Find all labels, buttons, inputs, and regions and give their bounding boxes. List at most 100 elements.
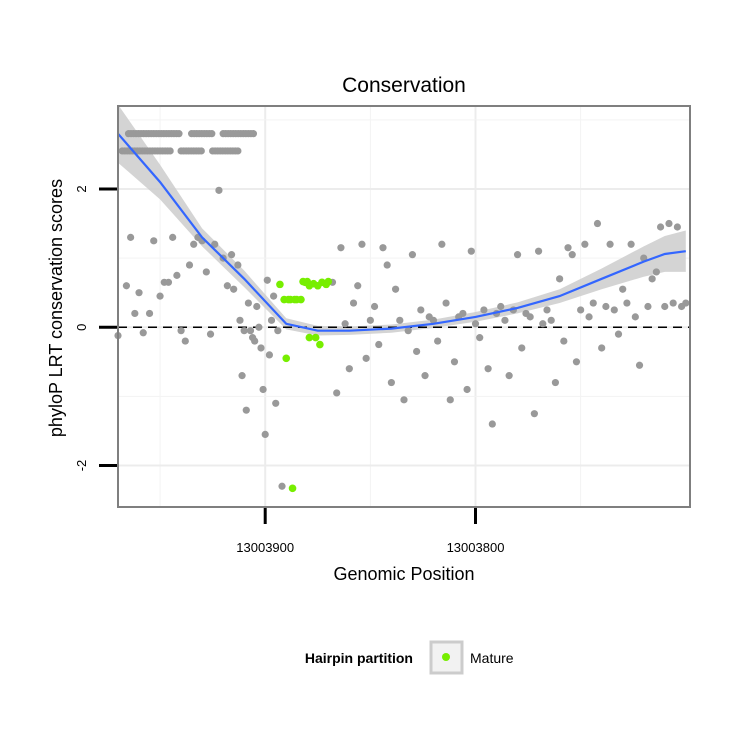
data-point-other <box>358 240 366 248</box>
legend-title: Hairpin partition <box>305 650 413 666</box>
data-point-other <box>417 306 425 314</box>
data-point-other <box>391 285 400 293</box>
data-point-other <box>236 316 244 324</box>
x-tick-label: 13003900 <box>236 540 294 555</box>
data-point-other <box>648 275 656 283</box>
data-point-other <box>379 244 387 252</box>
smooth-curve <box>117 132 686 332</box>
data-point-other <box>413 347 421 356</box>
data-point-other <box>255 323 263 331</box>
points-mature <box>276 277 333 493</box>
y-axis-ticks: -2 0 2 <box>74 185 117 471</box>
data-point-other <box>257 344 265 352</box>
data-point-other <box>513 251 522 259</box>
data-point-other <box>631 313 639 321</box>
data-point-other <box>135 289 143 297</box>
x-axis-title: Genomic Position <box>333 564 474 584</box>
data-point-other <box>341 320 349 328</box>
points-other <box>114 130 690 490</box>
data-point-other <box>471 320 480 328</box>
smooth-line <box>117 132 686 332</box>
data-point-other <box>652 268 660 276</box>
data-point-other <box>246 327 255 335</box>
data-point-other <box>249 130 258 138</box>
data-point-other <box>272 399 280 407</box>
data-point-other <box>539 320 547 328</box>
data-point-other <box>438 240 446 248</box>
data-point-other <box>669 299 677 307</box>
data-point-other <box>505 372 513 380</box>
chart-title: Conservation <box>342 74 466 97</box>
data-point-other <box>197 147 205 155</box>
data-point-other <box>497 302 505 311</box>
data-point-other <box>215 186 223 194</box>
data-point-other <box>175 130 183 138</box>
data-point-other <box>173 271 181 279</box>
data-point-other <box>240 327 248 335</box>
data-point-other <box>234 147 242 155</box>
data-point-other <box>349 299 358 307</box>
data-point-other <box>366 316 374 324</box>
data-point-other <box>278 482 286 490</box>
data-point-mature <box>288 484 297 493</box>
data-point-other <box>274 327 282 335</box>
data-point-other <box>623 299 631 307</box>
data-point-other <box>267 316 276 324</box>
data-point-other <box>665 219 673 228</box>
data-point-other <box>238 372 246 380</box>
data-point-other <box>581 240 589 248</box>
data-point-other <box>131 309 139 318</box>
data-point-other <box>185 261 194 269</box>
data-point-other <box>656 223 665 231</box>
data-point-other <box>164 278 173 286</box>
data-point-other <box>480 306 488 314</box>
data-point-other <box>614 330 623 338</box>
data-point-other <box>593 219 602 228</box>
data-point-other <box>383 261 391 269</box>
legend: Hairpin partition Mature <box>305 640 514 675</box>
data-point-other <box>619 285 627 293</box>
data-point-other <box>230 285 238 293</box>
data-point-other <box>585 313 593 321</box>
data-point-other <box>602 302 610 311</box>
data-point-other <box>429 316 438 324</box>
data-point-other <box>190 240 198 248</box>
legend-key-dot <box>442 653 450 661</box>
data-point-other <box>635 361 644 369</box>
data-point-other <box>166 147 174 155</box>
data-point-other <box>434 337 442 345</box>
legend-label-mature: Mature <box>470 650 514 666</box>
data-point-other <box>476 334 484 342</box>
data-point-other <box>362 354 370 362</box>
data-point-other <box>248 334 257 342</box>
x-tick-label: 13003800 <box>447 540 505 555</box>
data-point-other <box>270 292 278 300</box>
data-point-other <box>139 329 147 337</box>
data-point-other <box>610 306 618 314</box>
data-point-other <box>530 410 538 418</box>
data-point-mature <box>316 340 324 349</box>
data-point-other <box>345 365 353 373</box>
data-point-other <box>442 299 450 307</box>
data-point-other <box>337 244 345 252</box>
data-point-other <box>644 302 652 311</box>
y-tick-label: -2 <box>74 460 89 472</box>
data-point-other <box>396 316 404 324</box>
data-point-other <box>259 385 267 394</box>
x-axis-ticks: 13003900 13003800 <box>236 508 504 555</box>
data-point-mature <box>324 277 333 286</box>
data-point-mature <box>282 354 291 363</box>
data-point-other <box>404 327 412 335</box>
data-point-other <box>253 302 261 311</box>
data-point-other <box>556 275 564 283</box>
data-point-other <box>547 316 555 324</box>
data-point-other <box>627 240 635 248</box>
data-point-other <box>223 282 231 290</box>
data-point-other <box>564 244 572 252</box>
data-point-other <box>408 251 417 259</box>
data-point-other <box>263 276 271 284</box>
data-point-other <box>181 337 189 345</box>
y-tick-label: 0 <box>74 324 89 331</box>
data-point-other <box>265 351 274 359</box>
